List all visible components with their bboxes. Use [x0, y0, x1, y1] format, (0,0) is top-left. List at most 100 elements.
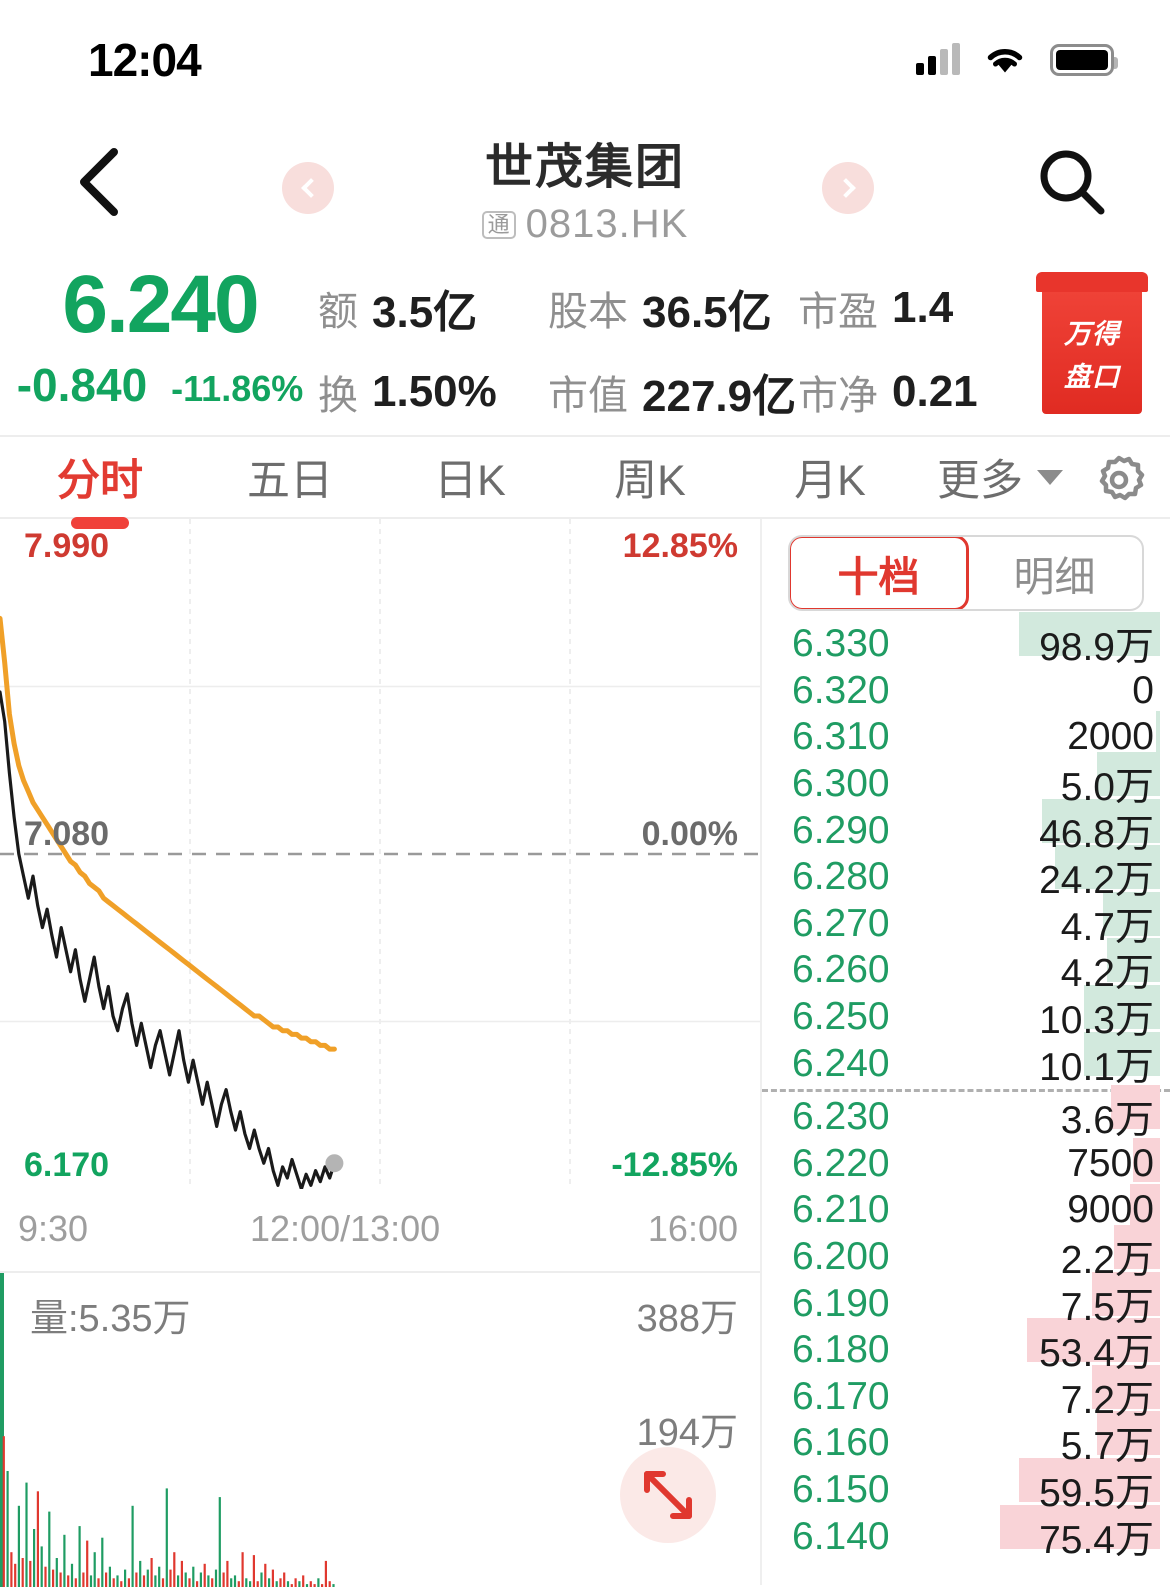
tab-five-day[interactable]: 五日	[200, 446, 380, 508]
order-book-row-ask[interactable]: 6.240 10.1万	[762, 1040, 1170, 1087]
tab-daily-k[interactable]: 日K	[380, 446, 560, 508]
order-book-row-ask[interactable]: 6.270 4.7万	[762, 901, 1170, 948]
order-book-row-bid[interactable]: 6.170 7.2万	[762, 1374, 1170, 1421]
order-book-price: 6.230	[792, 1095, 890, 1139]
tab-monthly-k[interactable]: 月K	[740, 446, 920, 508]
order-book-row-ask[interactable]: 6.310 2000	[762, 714, 1170, 761]
order-book-row-ask[interactable]: 6.290 46.8万	[762, 807, 1170, 854]
chart-axis-bottom-right-percent: -12.85%	[611, 1146, 738, 1185]
quote-panel: 6.240 -0.840 -11.86% 额 3.5亿 股本 36.5亿 市盈 …	[0, 260, 1170, 435]
chart-axis-mid-left-price: 7.080	[24, 815, 109, 854]
order-book-row-bid[interactable]: 6.140 75.4万	[762, 1513, 1170, 1560]
order-book-row-ask[interactable]: 6.300 5.0万	[762, 761, 1170, 808]
stat-value: 1.50%	[372, 367, 497, 417]
tab-more[interactable]: 更多	[920, 446, 1080, 508]
order-book-quantity-cell: 98.9万	[940, 616, 1160, 672]
order-book-price: 6.210	[792, 1188, 890, 1232]
chevron-down-icon	[1037, 470, 1063, 485]
tab-label: 日K	[434, 457, 506, 505]
order-book-price: 6.300	[792, 762, 890, 806]
order-book-tab-group: 十档 明细	[788, 535, 1144, 611]
order-book-row-ask[interactable]: 6.330 98.9万	[762, 621, 1170, 668]
order-book-price: 6.220	[792, 1142, 890, 1186]
chart-tab-bar: 分时 五日 日K 周K 月K 更多	[0, 435, 1170, 517]
tab-label: 分时	[57, 457, 143, 505]
intraday-price-chart[interactable]: 7.990 12.85% 7.080 0.00% 6.170 -12.85%	[0, 519, 760, 1189]
search-icon	[1035, 145, 1109, 219]
order-book-row-ask[interactable]: 6.250 10.3万	[762, 994, 1170, 1041]
order-book-row-bid[interactable]: 6.220 7500	[762, 1141, 1170, 1188]
price-change-absolute: -0.840	[17, 358, 147, 412]
price-change-percent: -11.86%	[171, 368, 303, 410]
time-tick-midday: 12:00/13:00	[250, 1208, 440, 1250]
stat-value: 36.5亿	[642, 276, 772, 340]
status-bar: 12:04	[0, 0, 1170, 120]
volume-bars-svg	[2, 1297, 760, 1587]
order-book-row-bid[interactable]: 6.180 53.4万	[762, 1327, 1170, 1374]
settings-button[interactable]	[1090, 451, 1148, 509]
order-book-price: 6.260	[792, 948, 890, 992]
badge-banner-body: 万得 盘口	[1042, 292, 1142, 414]
stock-name: 世茂集团	[0, 138, 1170, 198]
time-tick-open: 9:30	[18, 1208, 88, 1250]
order-book-list: 6.330 98.9万 6.320 0 6.310 2000 6.300 5.0…	[762, 621, 1170, 1560]
order-book-row-ask[interactable]: 6.320 0	[762, 668, 1170, 715]
order-book-row-bid[interactable]: 6.200 2.2万	[762, 1234, 1170, 1281]
order-book-row-ask[interactable]: 6.260 4.2万	[762, 947, 1170, 994]
stats-grid: 额 3.5亿 股本 36.5亿 市盈 1.4 换 1.50% 市值 227.9亿…	[318, 266, 1018, 434]
chart-axis-top-left-price: 7.990	[24, 527, 109, 566]
price-column: 6.240 -0.840 -11.86%	[0, 260, 320, 412]
fullscreen-expand-icon	[637, 1464, 699, 1526]
badge-banner-top	[1036, 272, 1148, 292]
chart-axis-top-right-percent: 12.85%	[623, 527, 738, 566]
order-book-row-bid[interactable]: 6.230 3.6万	[762, 1094, 1170, 1141]
stat-pb-ratio: 市净 0.21	[798, 350, 1018, 434]
order-book-price: 6.190	[792, 1282, 890, 1326]
order-book-row-ask[interactable]: 6.280 24.2万	[762, 854, 1170, 901]
order-book-quantity: 0	[1132, 669, 1160, 713]
stat-label: 换	[318, 363, 358, 421]
order-book-row-bid[interactable]: 6.150 59.5万	[762, 1467, 1170, 1514]
stat-label: 市值	[548, 363, 628, 421]
tab-trade-detail[interactable]: 明细	[967, 537, 1142, 609]
order-book-quantity-cell: 2000	[940, 715, 1160, 759]
order-book-quantity: 2000	[1067, 715, 1160, 759]
order-book-row-bid[interactable]: 6.160 5.7万	[762, 1420, 1170, 1467]
stat-label: 市净	[798, 363, 878, 421]
order-book-quantity: 75.4万	[1039, 1509, 1160, 1565]
search-button[interactable]	[1032, 142, 1112, 222]
stat-market-cap: 市值 227.9亿	[548, 350, 798, 434]
stat-label: 市盈	[798, 279, 878, 337]
order-book-row-bid[interactable]: 6.210 9000	[762, 1187, 1170, 1234]
stat-value: 227.9亿	[642, 360, 796, 424]
chart-time-axis: 9:30 12:00/13:00 16:00	[0, 1191, 760, 1267]
fullscreen-button[interactable]	[620, 1447, 716, 1543]
gear-icon	[1091, 452, 1147, 508]
tab-weekly-k[interactable]: 周K	[560, 446, 740, 508]
status-bar-icons	[916, 43, 1114, 77]
stat-value: 1.4	[892, 283, 953, 333]
order-book-price: 6.140	[792, 1515, 890, 1559]
status-bar-clock: 12:04	[88, 33, 201, 87]
tab-ten-levels[interactable]: 十档	[788, 535, 969, 611]
order-book-price: 6.270	[792, 902, 890, 946]
wind-orderbook-badge[interactable]: 万得 盘口	[1036, 272, 1148, 414]
stat-label: 额	[318, 279, 358, 337]
battery-icon	[1050, 44, 1114, 76]
badge-line-1: 万得	[1064, 312, 1120, 351]
volume-pane[interactable]: 量:5.35万 388万 194万	[0, 1271, 760, 1587]
stat-pe-ratio: 市盈 1.4	[798, 266, 1018, 350]
order-book-quantity-cell: 9000	[940, 1188, 1160, 1232]
stock-title-block: 世茂集团 通 0813.HK	[0, 138, 1170, 247]
order-book-price: 6.290	[792, 809, 890, 853]
stock-code-line: 通 0813.HK	[0, 202, 1170, 247]
order-book-row-bid[interactable]: 6.190 7.5万	[762, 1280, 1170, 1327]
order-book-quantity: 98.9万	[1039, 616, 1160, 672]
badge-line-2: 盘口	[1064, 355, 1120, 394]
order-book-price: 6.170	[792, 1375, 890, 1419]
order-book-price: 6.200	[792, 1235, 890, 1279]
order-book-price: 6.280	[792, 855, 890, 899]
stat-value: 0.21	[892, 367, 978, 417]
tab-fenshi[interactable]: 分时	[0, 446, 200, 508]
tab-label: 周K	[614, 457, 686, 505]
